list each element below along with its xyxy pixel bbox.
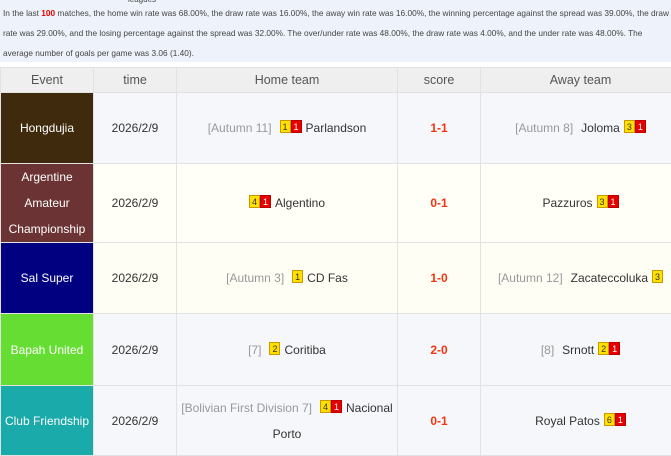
away-rank: [Autumn 8]	[515, 121, 573, 135]
score-cell[interactable]: 0-1	[398, 386, 481, 456]
home-team-cell[interactable]: [7] 2 Coritiba	[177, 314, 398, 386]
event-cell[interactable]: Argentine Amateur Championship	[1, 164, 94, 243]
leagues-label: leagues	[128, 0, 156, 5]
yellow-card-badge: 1	[280, 120, 291, 133]
home-rank: [7]	[248, 343, 261, 357]
card-badges: 1	[292, 271, 303, 285]
match-table: Event time Home team score Away team Hon…	[0, 67, 671, 456]
red-card-badge: 1	[331, 400, 342, 413]
away-team-name[interactable]: Zacateccoluka	[571, 271, 648, 285]
yellow-card-badge: 2	[598, 342, 609, 355]
away-team-name[interactable]: Joloma	[581, 121, 620, 135]
table-row[interactable]: Bapah United 2026/2/9 [7] 2 Coritiba 2-0 […	[1, 314, 671, 386]
red-card-badge: 1	[635, 120, 646, 133]
table-row[interactable]: Argentine Amateur Championship 2026/2/9 …	[1, 164, 671, 243]
yellow-card-badge: 3	[652, 270, 663, 283]
score-cell[interactable]: 1-0	[398, 243, 481, 314]
away-team-name[interactable]: Royal Patos	[535, 414, 600, 428]
header-away-team: Away team	[481, 68, 671, 93]
home-team-name[interactable]: Parlandson	[306, 121, 367, 135]
yellow-card-badge: 4	[249, 195, 260, 208]
card-badges: 3	[652, 271, 663, 285]
away-team-name[interactable]: Srnott	[562, 343, 594, 357]
home-team-name[interactable]: CD Fas	[307, 271, 348, 285]
red-card-badge: 1	[608, 195, 619, 208]
yellow-card-badge: 6	[604, 413, 615, 426]
score-cell[interactable]: 1-1	[398, 93, 481, 164]
red-card-badge: 1	[260, 195, 271, 208]
card-badges: 2	[269, 343, 280, 357]
red-card-badge: 1	[615, 413, 626, 426]
time-cell: 2026/2/9	[94, 314, 177, 386]
header-score: score	[398, 68, 481, 93]
event-cell[interactable]: Hongdujia	[1, 93, 94, 164]
home-rank: [Autumn 3]	[226, 271, 284, 285]
header-time: time	[94, 68, 177, 93]
yellow-card-badge: 1	[292, 270, 303, 283]
time-cell: 2026/2/9	[94, 93, 177, 164]
home-team-name[interactable]: Coritiba	[284, 343, 325, 357]
yellow-card-badge: 4	[320, 400, 331, 413]
header-event: Event	[1, 68, 94, 93]
red-card-badge: 1	[609, 342, 620, 355]
home-rank: [Bolivian First Division 7]	[181, 401, 312, 415]
time-cell: 2026/2/9	[94, 164, 177, 243]
away-rank: [8]	[541, 343, 554, 357]
home-rank: [Autumn 11]	[208, 121, 272, 135]
table-row[interactable]: Sal Super 2026/2/9 [Autumn 3] 1 CD Fas 1-0…	[1, 243, 671, 314]
home-team-name[interactable]: Algentino	[275, 196, 325, 210]
red-card-badge: 1	[291, 120, 302, 133]
home-team-cell[interactable]: [Autumn 3] 1 CD Fas	[177, 243, 398, 314]
header-home-team: Home team	[177, 68, 398, 93]
event-cell[interactable]: Club Friendship	[1, 386, 94, 456]
summary-prefix: In the last	[3, 8, 41, 18]
yellow-card-badge: 2	[269, 342, 280, 355]
stats-summary: leagues In the last 100 matches, the hom…	[0, 0, 671, 62]
event-cell[interactable]: Sal Super	[1, 243, 94, 314]
yellow-card-badge: 3	[624, 120, 635, 133]
away-rank: [Autumn 12]	[498, 271, 563, 285]
yellow-card-badge: 3	[597, 195, 608, 208]
time-cell: 2026/2/9	[94, 243, 177, 314]
away-team-cell[interactable]: [Autumn 12] Zacateccoluka 3	[481, 243, 671, 314]
summary-text: matches, the home win rate was 68.00%, t…	[3, 8, 669, 58]
time-cell: 2026/2/9	[94, 386, 177, 456]
away-team-name[interactable]: Pazzuros	[542, 196, 592, 210]
score-cell[interactable]: 2-0	[398, 314, 481, 386]
event-cell[interactable]: Bapah United	[1, 314, 94, 386]
match-count: 100	[41, 8, 55, 18]
score-cell[interactable]: 0-1	[398, 164, 481, 243]
table-row[interactable]: Club Friendship 2026/2/9 [Bolivian First…	[1, 386, 671, 456]
